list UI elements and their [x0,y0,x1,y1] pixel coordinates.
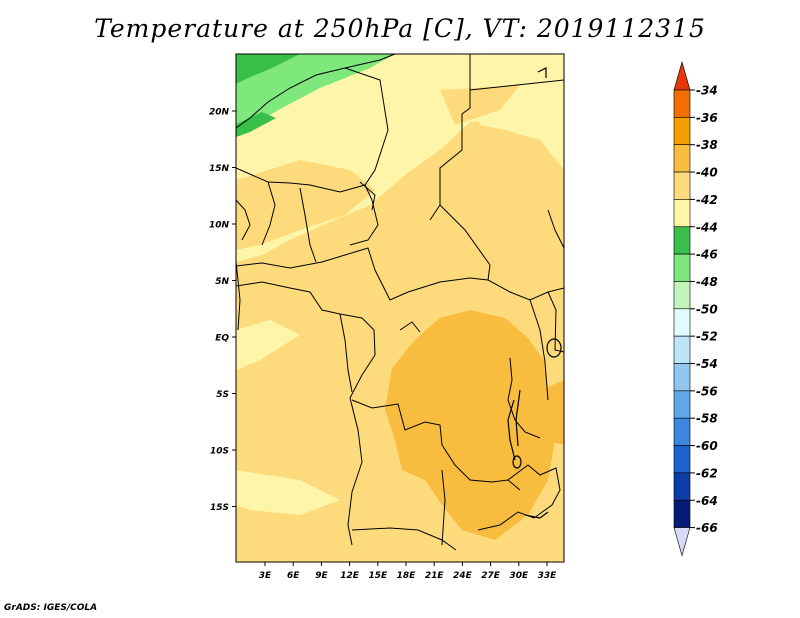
colorbar-swatch [673,472,691,501]
colorbar-swatch [673,335,691,364]
colorbar-label: -36 [696,111,718,125]
green-light-area [236,54,395,135]
green-dark-streak [236,112,276,137]
colorbar-swatch [673,308,691,337]
plot-title: Temperature at 250hPa [C], VT: 201911231… [94,14,706,43]
colorbar-swatch [673,117,691,145]
green-dark-area [236,54,300,84]
latitude-axis: 20N 15N 10N 5N EQ 5S 10S 15S [209,108,236,513]
colorbar-swatch [673,390,691,419]
colorbar-swatch [673,144,691,173]
longitude-axis: 3E 6E 9E 12E 15E 18E 21E 24E 27E 30E 33E [259,562,557,581]
temperature-field [236,54,564,562]
lon-label: 18E [397,571,417,581]
colorbar-swatch [673,89,691,118]
lat-label: 15S [210,503,229,513]
colorbar-bottom-triangle [673,527,691,557]
base-lobe-northeast [440,85,520,125]
lakes [507,67,562,519]
colorbar-label: -44 [696,220,718,234]
lon-label: 12E [340,571,360,581]
colorbar-label: -52 [696,330,718,344]
colorbar: -34 -36 -38 -40 -42 -44 -46 -48 -50 -52 -54 -56 -58 -… [673,60,718,557]
colorbar-label: -62 [696,466,718,480]
lon-label: 9E [315,571,328,581]
warm-patch-east [530,380,564,445]
lat-label: 5N [215,277,229,287]
lon-label: 30E [509,571,529,581]
colorbar-label: -38 [696,138,718,152]
colorbar-label: -54 [696,357,718,371]
colorbar-swatch [673,281,691,310]
map-frame [235,53,565,563]
colorbar-swatch [673,417,691,446]
lon-label: 33E [538,571,558,581]
colorbar-label: -60 [696,439,718,453]
lon-label: 24E [453,571,473,581]
lat-label: 15N [209,164,230,174]
lat-label: 10S [210,447,229,457]
colorbar-label: -56 [696,384,718,398]
colorbar-swatch [673,226,691,255]
lon-label: 6E [287,571,300,581]
grads-credit: GrADS: IGES/COLA [4,603,98,613]
colorbar-swatch [673,171,691,200]
colorbar-swatch [673,499,691,528]
colorbar-top-triangle [673,60,691,91]
pale-streak-west [236,320,300,370]
colorbar-label: -58 [696,412,718,426]
colorbar-swatch [673,363,691,392]
colorbar-label: -46 [696,248,718,262]
lat-label: 5S [216,390,229,400]
lat-label: 20N [209,108,230,118]
colorbar-label: -66 [696,521,718,535]
lon-label: 27E [481,571,501,581]
colorbar-label: -40 [696,166,718,180]
colorbar-label: -50 [696,302,718,316]
colorbar-label: -48 [696,275,718,289]
country-borders [236,54,564,551]
colorbar-swatch [673,199,691,228]
colorbar-label: -64 [696,494,718,508]
colorbar-swatch [673,445,691,474]
lon-label: 15E [368,571,388,581]
lon-label: 21E [425,571,445,581]
warm-core-congo [385,310,555,540]
colorbar-swatch [673,253,691,282]
pale-streak-south [236,470,340,515]
colorbar-label: -34 [696,84,718,98]
colorbar-label: -42 [696,193,718,207]
lat-label: 10N [209,221,230,231]
lat-label: EQ [215,334,229,344]
lon-label: 3E [259,571,272,581]
